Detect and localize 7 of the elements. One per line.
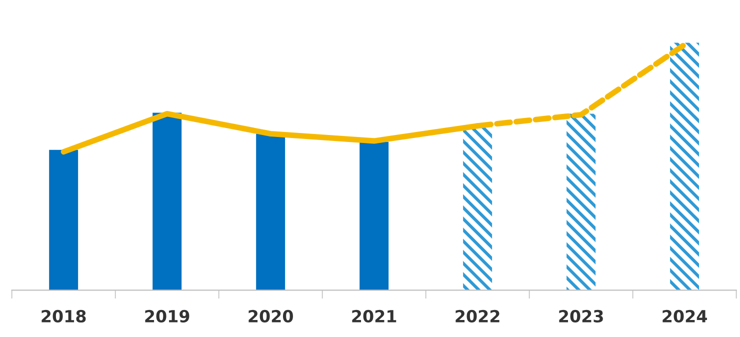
x-tick-label: 2021 xyxy=(352,310,396,322)
x-tick-label: 2019 xyxy=(145,310,190,322)
x-tick-label: 2020 xyxy=(248,310,293,322)
x-tick-label: 2023 xyxy=(559,310,603,322)
x-tick-label: 2024 xyxy=(662,310,707,322)
x-tick-label: 2018 xyxy=(42,310,86,322)
x-tick-label: 2022 xyxy=(456,310,500,322)
